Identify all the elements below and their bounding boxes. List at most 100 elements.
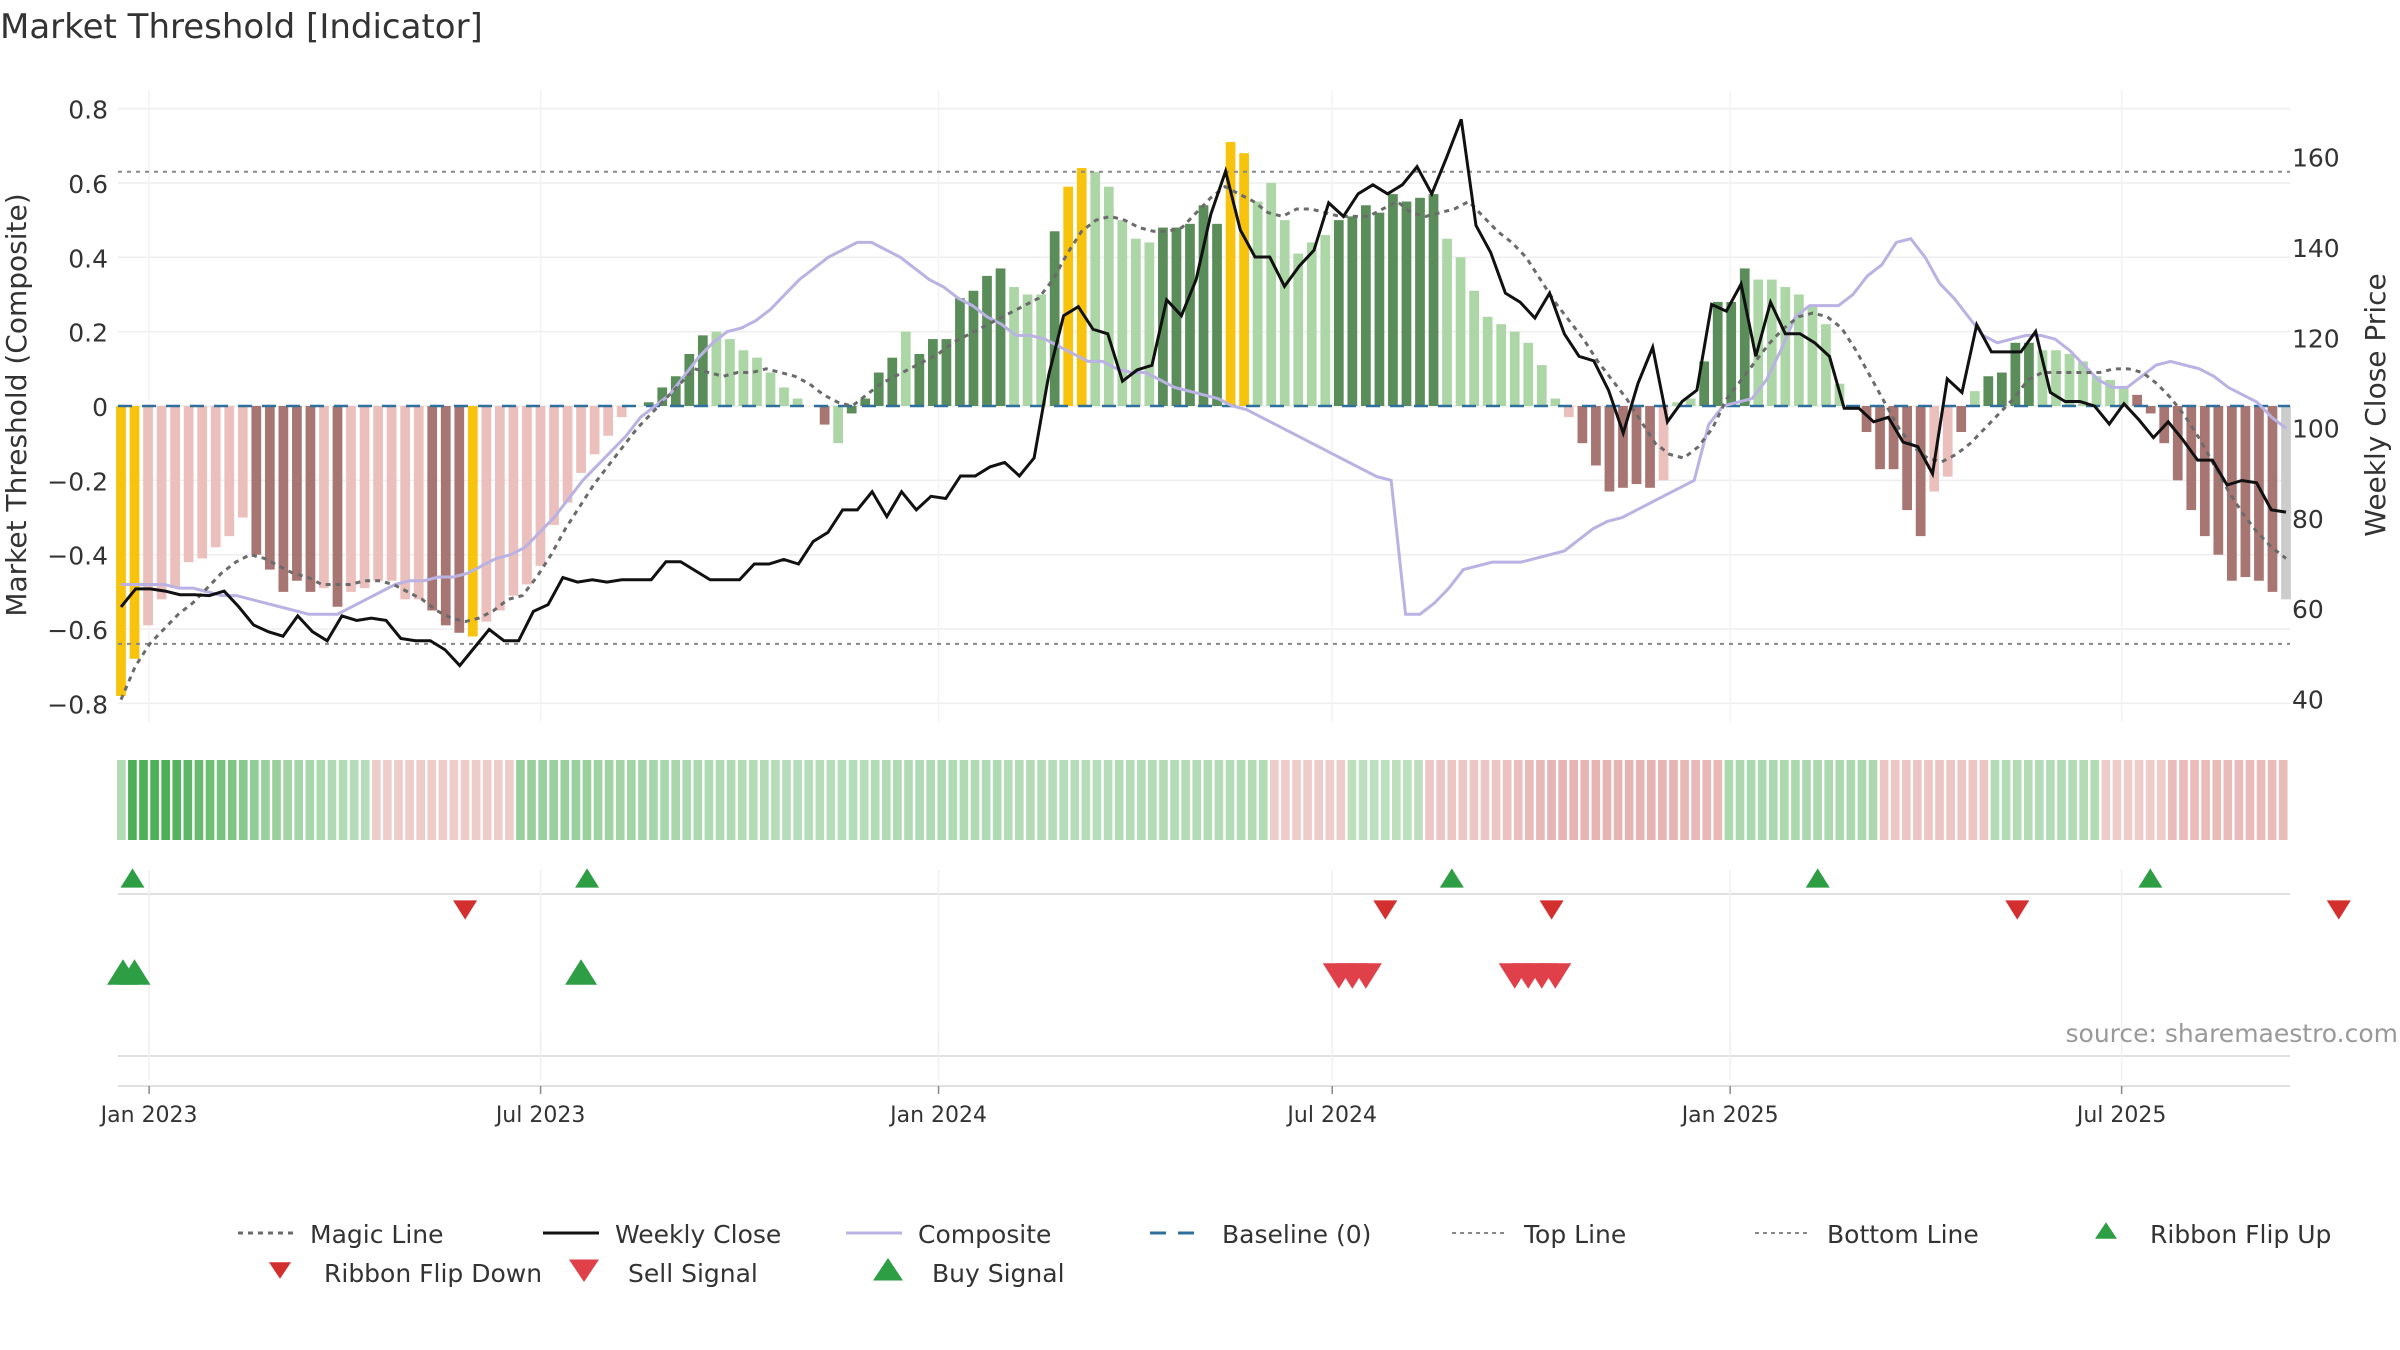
ribbon-cell <box>881 760 891 840</box>
composite-bar <box>1117 220 1128 406</box>
composite-bar <box>2118 387 2129 406</box>
composite-bar <box>752 357 762 406</box>
composite-bar <box>237 406 248 518</box>
ribbon-flip-up-marker <box>2138 868 2163 888</box>
ribbon-cell <box>1414 760 1423 840</box>
legend-label: Composite <box>918 1220 1051 1249</box>
composite-bar <box>643 402 654 406</box>
ribbon-cell <box>283 760 292 840</box>
ribbon-cell <box>1236 760 1246 840</box>
composite-bar <box>1672 402 1682 406</box>
ribbon-cell <box>1491 760 1501 840</box>
ribbon-cell <box>815 760 825 840</box>
composite-bar <box>616 406 627 418</box>
y2-tick-label: 60 <box>2292 595 2324 624</box>
ribbon-cell <box>848 760 858 840</box>
composite-bar <box>251 406 262 555</box>
legend-label: Sell Signal <box>628 1259 758 1288</box>
composite-bar <box>562 406 573 503</box>
composite-bar <box>481 406 492 622</box>
y-axis-label: Market Threshold (Composite) <box>0 193 33 616</box>
ribbon-cell <box>1935 760 1944 840</box>
ribbon-cell <box>804 760 814 840</box>
ribbon-cell <box>715 760 725 840</box>
y2-tick-label: 40 <box>2292 685 2324 714</box>
composite-bar <box>2037 350 2048 406</box>
x-tick-label: Jul 2024 <box>1285 1103 1377 1128</box>
ribbon-cell <box>427 760 437 840</box>
y-tick-label: −0.2 <box>47 467 108 496</box>
composite-bar <box>156 406 167 600</box>
composite-bar <box>1076 168 1087 406</box>
ribbon-cell <box>1957 760 1967 840</box>
composite-bar <box>386 406 397 581</box>
ribbon-cell <box>2079 760 2088 840</box>
x-tick-label: Jan 2025 <box>1680 1103 1779 1128</box>
ribbon-cell <box>1591 760 1601 840</box>
ribbon-flip-up-marker <box>1805 868 1830 888</box>
ribbon-cell <box>970 760 980 840</box>
composite-bar <box>1185 223 1195 406</box>
composite-bar <box>1049 231 1060 406</box>
composite-bar <box>2091 376 2102 406</box>
composite-bar <box>982 275 992 406</box>
ribbon-cell <box>948 760 958 840</box>
legend-label: Ribbon Flip Up <box>2150 1220 2331 1249</box>
ribbon-cell <box>1458 760 1468 840</box>
composite-bar <box>1198 205 1209 406</box>
y-tick-label: −0.8 <box>47 690 108 719</box>
legend-label: Buy Signal <box>932 1259 1065 1288</box>
composite-bar <box>183 406 194 563</box>
ribbon-cell <box>1170 760 1179 840</box>
x-tick-label: Jul 2025 <box>2075 1103 2167 1128</box>
composite-bar <box>968 290 979 406</box>
composite-bar <box>210 406 221 548</box>
composite-bar <box>873 372 884 406</box>
composite-bar <box>292 406 302 581</box>
composite-bar <box>1036 294 1046 406</box>
x-tick-label: Jul 2023 <box>494 1103 586 1128</box>
ribbon-cell <box>2046 760 2055 840</box>
legend-swatch <box>873 1258 903 1281</box>
ribbon-cell <box>383 760 392 840</box>
composite-bar <box>1658 406 1669 481</box>
composite-bar <box>264 406 275 570</box>
ribbon-cell <box>316 760 326 840</box>
ribbon-cell <box>2001 760 2011 840</box>
composite-bar <box>1090 171 1101 406</box>
ribbon-cell <box>538 760 547 840</box>
ribbon-cell <box>1946 760 1955 840</box>
ribbon-cell <box>1901 760 1911 840</box>
ribbon-cell <box>2190 760 2199 840</box>
composite-bar <box>373 406 383 581</box>
composite-bar <box>1130 238 1141 406</box>
ribbon-cell <box>128 760 137 840</box>
ribbon-cell <box>904 760 913 840</box>
legend-label: Weekly Close <box>615 1220 781 1249</box>
ribbon-cell <box>1502 760 1512 840</box>
composite-bar <box>1347 216 1358 406</box>
composite-line <box>121 237 2287 616</box>
composite-bar <box>549 406 559 525</box>
composite-bar <box>1388 194 1398 406</box>
composite-bar <box>1996 372 2007 406</box>
composite-bar <box>1726 301 1737 406</box>
composite-bar <box>495 406 505 611</box>
ribbon-cell <box>1347 760 1357 840</box>
ribbon-cell <box>1713 760 1723 840</box>
ribbon-cell <box>1635 760 1645 840</box>
chart-title: Market Threshold [Indicator] <box>0 7 483 47</box>
composite-bar <box>765 372 776 406</box>
composite-bar <box>1536 365 1547 406</box>
legend-label: Ribbon Flip Down <box>324 1259 542 1288</box>
composite-bar <box>1333 220 1344 406</box>
ribbon-cell <box>1791 760 1800 840</box>
x-tick-label: Jan 2023 <box>99 1103 198 1128</box>
ribbon-cell <box>327 760 337 840</box>
ribbon-cell <box>1768 760 1778 840</box>
composite-bar <box>1225 142 1236 407</box>
composite-bar <box>1861 406 1872 433</box>
composite-bar <box>224 406 235 537</box>
composite-bar <box>143 406 153 626</box>
legend-swatch <box>2095 1222 2117 1239</box>
